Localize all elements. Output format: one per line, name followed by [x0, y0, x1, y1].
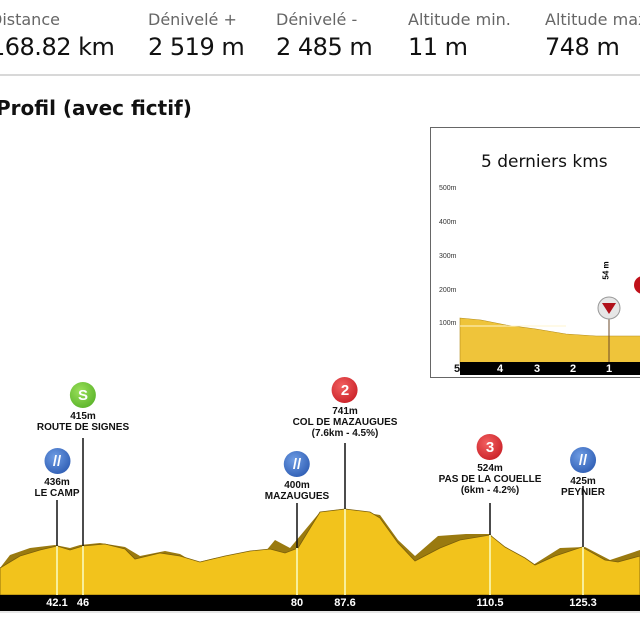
marker-guides	[56, 509, 584, 595]
stat-value: 168.82 km	[0, 33, 115, 61]
inset-profile	[459, 276, 640, 375]
inset-km-label: 2	[569, 363, 577, 375]
climb-category-3-icon: 3	[476, 434, 503, 460]
marker-name: LE CAMP	[34, 488, 80, 499]
marker-stems	[56, 438, 584, 548]
inset-km-label: 1	[605, 363, 613, 375]
marker-altitude: 425m	[570, 476, 596, 487]
stat-altitude-min: Altitude min. 11 m	[408, 10, 511, 61]
stat-label: Altitude min.	[408, 10, 511, 29]
inset-profile-fill	[459, 317, 640, 365]
intermediate-sprint-icon: //	[283, 451, 310, 477]
km-label: 87.6	[334, 597, 356, 609]
marker-name: MAZAUGUES	[264, 491, 330, 502]
divider	[0, 74, 640, 76]
marker-le-camp: // 436m LE CAMP	[35, 448, 80, 499]
marker-col-de-mazaugues: 2 741m COL DE MAZAUGUES (7.6km - 4.5%)	[292, 377, 398, 439]
marker-name: ROUTE DE SIGNES	[36, 422, 130, 433]
intermediate-sprint-icon: //	[570, 447, 596, 473]
stat-elevation-gain: Dénivelé + 2 519 m	[148, 10, 245, 61]
y-tick: 500m	[439, 185, 457, 192]
inset-km-label: 4	[496, 363, 504, 375]
stat-label: Altitude max	[545, 10, 640, 29]
marker-altitude: 415m	[70, 411, 96, 422]
stat-distance: Distance 168.82 km	[0, 10, 115, 61]
climb-category-2-icon: 2	[331, 377, 358, 403]
distance-axis	[0, 595, 640, 611]
stat-value: 11 m	[408, 33, 468, 61]
y-tick: 400m	[439, 219, 457, 226]
stat-value: 748 m	[545, 33, 620, 61]
intermediate-sprint-icon: //	[44, 448, 70, 474]
y-tick: 300m	[439, 253, 457, 260]
marker-peynier: // 425m PEYNIER	[561, 447, 605, 498]
climb-badge-partial-icon	[634, 276, 640, 294]
inset-title: 5 derniers kms	[481, 152, 608, 172]
km-label: 110.5	[476, 597, 504, 609]
marker-detail: (6km - 4.2%)	[460, 485, 520, 496]
marker-detail: (7.6km - 4.5%)	[311, 428, 379, 439]
y-tick: 200m	[439, 287, 457, 294]
stat-label: Distance	[0, 10, 60, 29]
stat-value: 2 485 m	[276, 33, 373, 61]
km-label: 125.3	[569, 597, 597, 609]
stat-elevation-loss: Dénivelé - 2 485 m	[276, 10, 373, 61]
marker-name: PAS DE LA COUELLE	[438, 474, 542, 485]
inset-last-5km: 5 derniers kms 500m 400m 300m 200m 100m …	[430, 127, 640, 378]
marker-mazaugues: // 400m MAZAUGUES	[265, 451, 329, 502]
km-label: 42.1	[46, 597, 68, 609]
marker-altitude: 524m	[477, 463, 503, 474]
stats-bar: Distance 168.82 km Dénivelé + 2 519 m Dé…	[0, 0, 640, 72]
stat-altitude-max: Altitude max 748 m	[545, 10, 640, 61]
sprint-icon: S	[70, 382, 96, 408]
marker-route-de-signes: S 415m ROUTE DE SIGNES	[37, 382, 129, 433]
km-label: 80	[290, 597, 304, 609]
marker-name: COL DE MAZAUGUES	[292, 417, 398, 428]
y-tick: 100m	[439, 320, 457, 327]
inset-km-label: 5	[453, 363, 461, 375]
marker-altitude: 400m	[284, 480, 310, 491]
marker-altitude: 741m	[332, 406, 358, 417]
profile-title: Profil (avec fictif)	[0, 96, 192, 120]
marker-name: PEYNIER	[561, 487, 605, 498]
inset-km-label: 3	[533, 363, 541, 375]
marker-altitude: 436m	[44, 477, 70, 488]
km-label: 46	[76, 597, 90, 609]
stat-value: 2 519 m	[148, 33, 245, 61]
stat-label: Dénivelé +	[148, 10, 237, 29]
marker-pas-de-la-couelle: 3 524m PAS DE LA COUELLE (6km - 4.2%)	[438, 434, 542, 496]
inset-axis	[460, 362, 640, 375]
profile-fill	[0, 508, 640, 596]
flamme-rouge-altitude: 54 m	[601, 261, 611, 280]
stat-label: Dénivelé -	[276, 10, 358, 29]
